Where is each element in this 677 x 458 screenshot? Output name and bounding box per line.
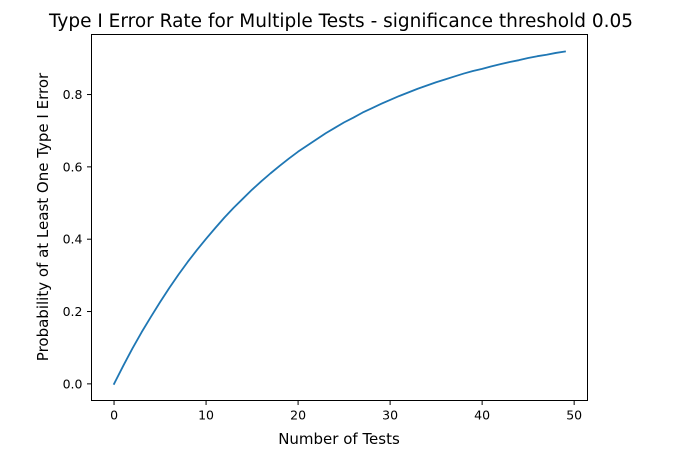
- plot-area: [91, 34, 588, 401]
- series-layer: [112, 50, 566, 386]
- y-tick-label: 0.8: [63, 87, 83, 102]
- x-tick-label: 40: [474, 408, 490, 423]
- x-tick-label: 0: [110, 408, 118, 423]
- plot-frame: [91, 34, 588, 401]
- y-tick-label: 0.4: [63, 232, 83, 247]
- series-line: [112, 50, 566, 386]
- x-tick-label: 50: [566, 408, 582, 423]
- x-axis: 0 10 20 30 40 50: [110, 400, 582, 423]
- x-tick-label: 20: [290, 408, 306, 423]
- y-tick-label: 0.0: [63, 376, 83, 391]
- x-tick-label: 10: [198, 408, 214, 423]
- x-axis-label: Number of Tests: [278, 430, 400, 448]
- chart-title: Type I Error Rate for Multiple Tests - s…: [48, 11, 633, 32]
- y-tick-label: 0.2: [63, 304, 83, 319]
- y-axis-label: Probability of at Least One Type I Error: [34, 72, 52, 361]
- y-tick-label: 0.6: [63, 159, 83, 174]
- y-axis: 0.0 0.2 0.4 0.6 0.8: [63, 87, 92, 391]
- x-tick-label: 30: [382, 408, 398, 423]
